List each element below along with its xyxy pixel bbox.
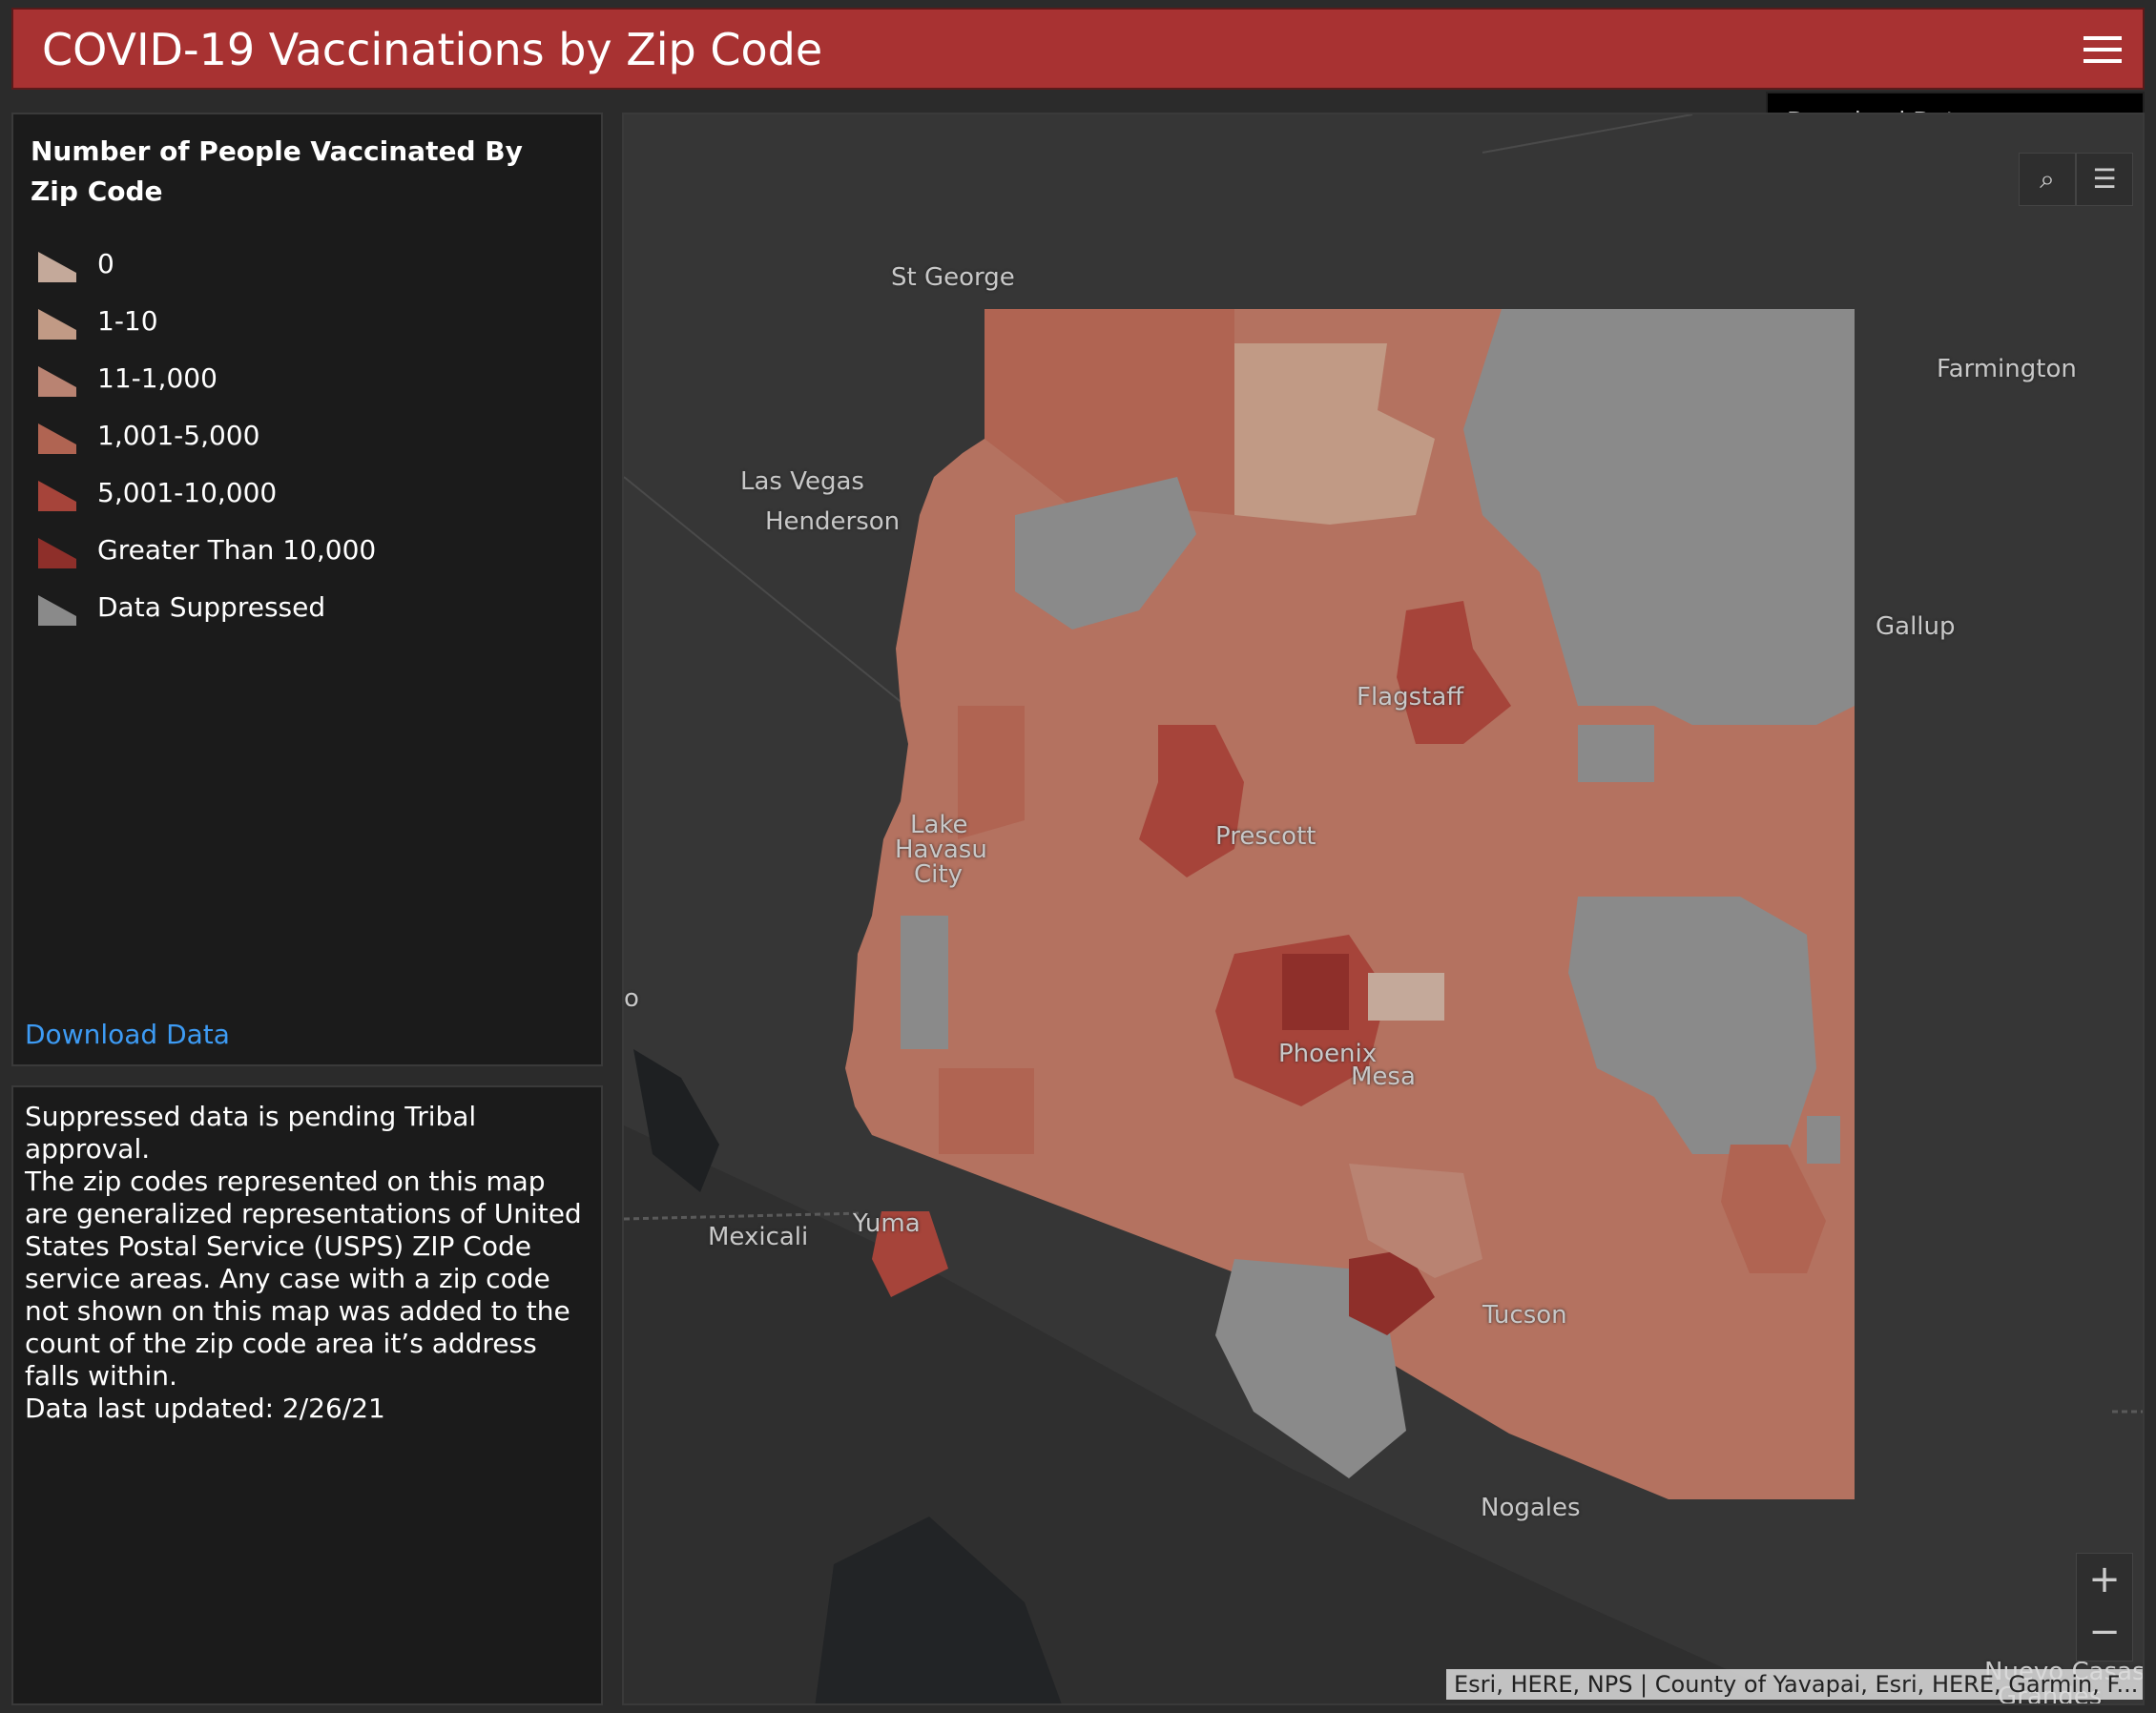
legend-swatch-icon	[36, 475, 78, 513]
map-label-tucson: Tucson	[1482, 1301, 1567, 1330]
map-label-mesa: Mesa	[1351, 1063, 1416, 1091]
legend-label: 5,001-10,000	[97, 477, 278, 508]
map-label-city: City	[914, 860, 963, 889]
map-label-farmington: Farmington	[1937, 355, 2077, 383]
map-label-nogales: Nogales	[1481, 1494, 1581, 1522]
search-icon[interactable]: ⌕	[2019, 153, 2076, 206]
legend-swatch-icon	[36, 303, 78, 341]
info-last-updated: Data last updated: 2/26/21	[25, 1393, 385, 1424]
zoom-in-button[interactable]: +	[2088, 1558, 2121, 1601]
map-view[interactable]: St George Farmington Las Vegas Henderson…	[622, 113, 2145, 1705]
legend-swatch-icon	[36, 589, 78, 628]
legend-swatch-icon	[36, 246, 78, 284]
map-label-phoenix: Phoenix	[1278, 1040, 1378, 1068]
app-header: COVID-19 Vaccinations by Zip Code	[11, 8, 2145, 90]
legend-label: Data Suppressed	[97, 591, 326, 623]
map-label-havasu: Havasu	[895, 836, 987, 864]
legend-swatch-icon	[36, 532, 78, 570]
legend-swatch-icon	[36, 361, 78, 399]
map-label-mexicali: Mexicali	[708, 1223, 809, 1251]
info-panel: Suppressed data is pending Tribal approv…	[11, 1085, 603, 1705]
legend-label: 1,001-5,000	[97, 420, 260, 451]
map-label-gallup: Gallup	[1876, 612, 1956, 641]
legend-label: 0	[97, 248, 114, 279]
download-data-link[interactable]: Download Data	[25, 1019, 230, 1050]
info-suppressed-note: Suppressed data is pending Tribal approv…	[25, 1101, 477, 1165]
zoom-controls: + −	[2076, 1553, 2133, 1661]
map-label-yuma: Yuma	[853, 1209, 921, 1238]
map-label-prescott: Prescott	[1215, 822, 1316, 851]
legend-list-icon[interactable]: ☰	[2076, 153, 2133, 206]
zoom-out-button[interactable]: −	[2088, 1610, 2121, 1654]
legend-panel: Number of People Vaccinated By Zip Code …	[11, 113, 603, 1066]
map-basemap	[624, 114, 2143, 1703]
legend-label: Greater Than 10,000	[97, 534, 377, 566]
hamburger-icon[interactable]	[2083, 31, 2122, 69]
map-label-henderson: Henderson	[765, 507, 901, 536]
map-label-las-vegas: Las Vegas	[740, 467, 864, 496]
legend-title: Number of People Vaccinated By Zip Code	[31, 135, 523, 207]
map-label-flagstaff: Flagstaff	[1357, 683, 1464, 712]
legend-swatch-icon	[36, 418, 78, 456]
page-title: COVID-19 Vaccinations by Zip Code	[42, 24, 823, 75]
map-label-lake: Lake	[910, 811, 968, 839]
legend-label: 1-10	[97, 305, 158, 337]
map-label-o: o	[624, 984, 639, 1013]
map-attribution: Esri, HERE, NPS | County of Yavapai, Esr…	[1446, 1669, 2143, 1700]
info-zip-note: The zip codes represented on this map ar…	[25, 1166, 582, 1392]
legend-label: 11-1,000	[97, 362, 218, 394]
map-label-st-george: St George	[891, 263, 1015, 292]
